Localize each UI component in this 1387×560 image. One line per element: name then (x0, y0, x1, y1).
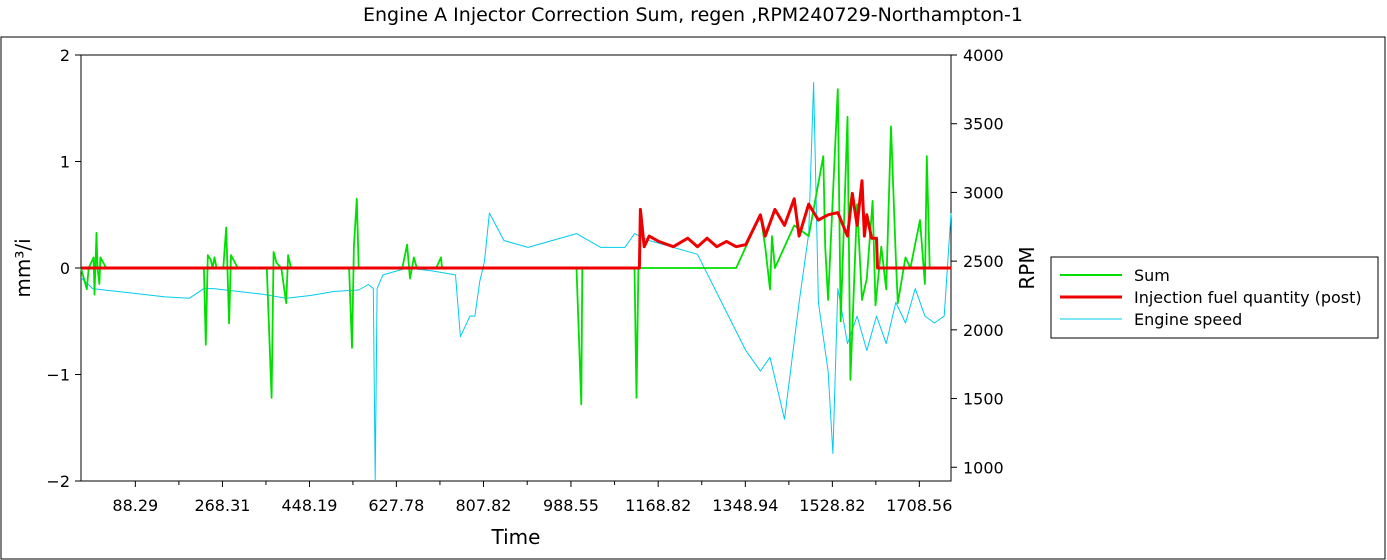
y2-tick-label: 1000 (963, 458, 1004, 477)
y-tick-label: −2 (46, 472, 70, 491)
x-tick-label: 1708.56 (886, 496, 952, 515)
legend-label: Engine speed (1134, 310, 1242, 329)
engine-speed-series-line (80, 82, 952, 481)
injection-post-series-line (81, 179, 951, 270)
x-tick-label: 1348.94 (712, 496, 778, 515)
axes-layer: 88.29 268.31 448.19 627.78 807.82 988.55 1168.… (46, 46, 1003, 515)
legend: Sum Injection fuel quantity (post) Engine … (1050, 256, 1379, 339)
y2-tick-label: 2500 (963, 252, 1004, 271)
y-tick-label: −1 (46, 366, 70, 385)
y2-axis-title: RPM (1015, 246, 1039, 289)
y2-tick-label: 2000 (963, 321, 1004, 340)
series-layer (80, 82, 952, 481)
y2-tick-label: 1500 (963, 390, 1004, 409)
y2-tick-label: 4000 (963, 46, 1004, 65)
sum-series-line (80, 88, 951, 406)
x-tick-label: 448.19 (281, 496, 337, 515)
y-axis-title: mm³/i (11, 238, 35, 297)
y-tick-label: 2 (60, 46, 70, 65)
legend-label: Injection fuel quantity (post) (1134, 288, 1362, 307)
y-tick-label: 0 (60, 259, 70, 278)
x-tick-label: 807.82 (456, 496, 512, 515)
x-tick-label: 1528.82 (799, 496, 865, 515)
y2-tick-label: 3500 (963, 115, 1004, 134)
legend-label: Sum (1134, 266, 1170, 285)
y2-tick-label: 3000 (963, 183, 1004, 202)
x-tick-label: 988.55 (543, 496, 599, 515)
x-tick-label: 268.31 (194, 496, 250, 515)
y-tick-label: 1 (60, 153, 70, 172)
chart-title: Engine A Injector Correction Sum, regen … (363, 4, 1023, 26)
x-tick-label: 88.29 (112, 496, 158, 515)
x-tick-label: 627.78 (368, 496, 424, 515)
x-tick-label: 1168.82 (625, 496, 691, 515)
x-axis-title: Time (491, 525, 541, 549)
